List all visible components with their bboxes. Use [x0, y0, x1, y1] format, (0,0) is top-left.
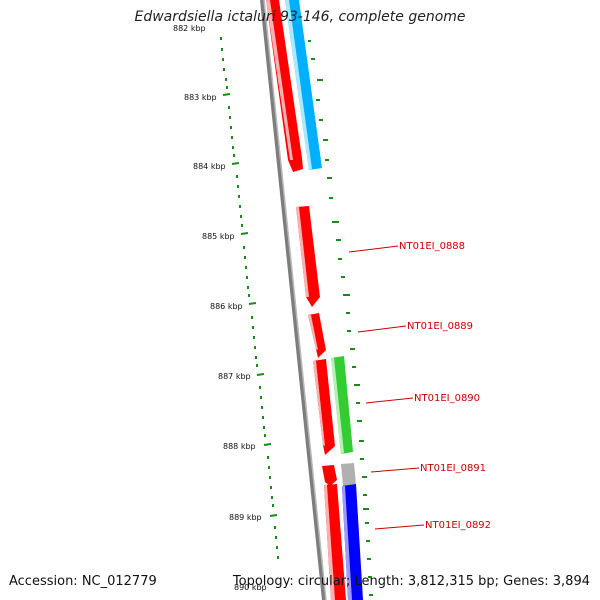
gene-label-nt01ei-0892: NT01EI_0892	[425, 520, 491, 531]
feature-gray	[341, 463, 356, 486]
tick-label: 883 kbp	[184, 93, 217, 102]
accession-text: Accession: NC_012779	[9, 574, 157, 589]
backbone	[260, 0, 327, 600]
tick-label: 890 kbp	[234, 583, 267, 592]
tick-labels: 882 kbp 883 kbp 884 kbp 885 kbp 886 kbp …	[173, 24, 267, 592]
features	[266, 0, 363, 600]
tick-label: 887 kbp	[218, 372, 251, 381]
gene-label-nt01ei-0891: NT01EI_0891	[420, 463, 486, 474]
cds-feature-2	[296, 206, 320, 307]
right-dots	[308, 40, 373, 596]
label-connectors	[348, 245, 425, 530]
gene-labels: NT01EI_0888 NT01EI_0889 NT01EI_0890 NT01…	[399, 241, 491, 531]
tick-label: 884 kbp	[193, 162, 226, 171]
feature-green	[331, 356, 353, 454]
genome-summary-text: Topology: circular; Length: 3,812,315 bp…	[232, 574, 590, 589]
map-title: Edwardsiella ictaluri 93-146, complete g…	[134, 9, 466, 25]
tick-label: 885 kbp	[202, 232, 235, 241]
tick-label: 882 kbp	[173, 24, 206, 33]
tick-label: 889 kbp	[229, 513, 262, 522]
gene-label-nt01ei-0888: NT01EI_0888	[399, 241, 465, 252]
tick-label: 886 kbp	[210, 302, 243, 311]
gene-label-nt01ei-0890: NT01EI_0890	[414, 393, 480, 404]
tick-label: 888 kbp	[223, 442, 256, 451]
cds-feature-4	[313, 359, 335, 455]
gene-label-nt01ei-0889: NT01EI_0889	[407, 321, 473, 332]
major-ticks	[222, 93, 278, 517]
cds-feature-5	[322, 465, 337, 486]
tick-dots	[220, 37, 279, 559]
